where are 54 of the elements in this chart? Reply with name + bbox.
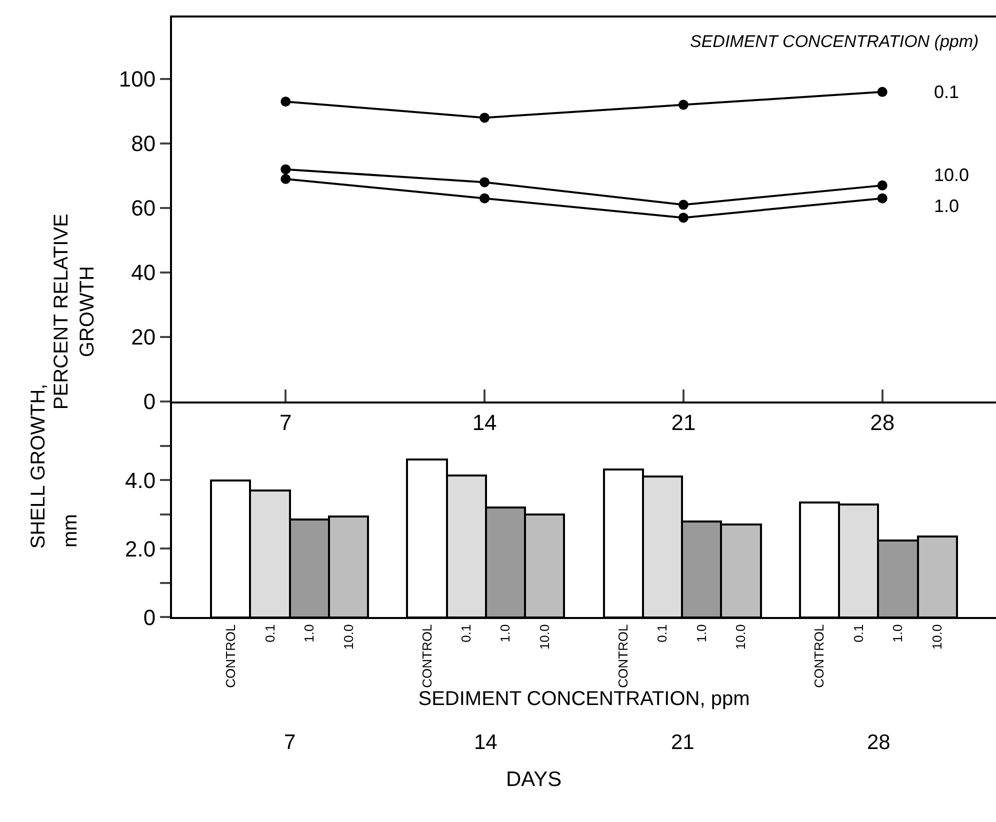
x-tick-label: 1.0 — [694, 624, 709, 642]
y-axis-title: PERCENT RELATIVE GROWTH — [50, 214, 98, 410]
y-tick-label: 80 — [131, 131, 156, 156]
text: 14 — [474, 731, 498, 754]
x-tick-label: 1.0 — [498, 624, 513, 642]
point — [480, 193, 490, 204]
x-tick-label: 10.0 — [340, 624, 356, 650]
point — [480, 177, 490, 188]
point — [280, 174, 291, 184]
x-tick-label: 28 — [870, 410, 895, 435]
x-tick-label: CONTROL — [419, 624, 434, 688]
text: SHELL GROWTH, — [27, 384, 50, 549]
point — [280, 96, 291, 107]
x-tick-label: CONTROL — [615, 624, 630, 688]
legend-title: SEDIMENT CONCENTRATION (ppm) — [690, 32, 979, 51]
point — [877, 180, 888, 190]
point — [678, 212, 688, 223]
x-tick-label: 1.0 — [302, 624, 317, 642]
x-tick-label: 0.1 — [458, 624, 474, 642]
y-tick-label: 40 — [131, 260, 156, 286]
point — [678, 100, 688, 110]
y-tick-label: 4.0 — [125, 468, 156, 493]
x-tick-label: 10.0 — [733, 624, 748, 650]
text: 0.1 — [934, 82, 960, 102]
x-tick-label: CONTROL — [223, 624, 238, 688]
point — [877, 193, 888, 204]
text: 1.0 — [934, 196, 960, 216]
x-axis-title: SEDIMENT CONCENTRATION, ppm — [418, 688, 750, 710]
text: DAYS — [506, 768, 562, 791]
x-tick-label: 1.0 — [890, 624, 906, 642]
y-tick-label: 0 — [143, 389, 156, 414]
x-tick-label: 0.1 — [262, 624, 278, 642]
x-tick-label: CONTROL — [812, 624, 827, 688]
text: 7 — [284, 731, 296, 754]
y-tick-label: 0 — [143, 604, 156, 630]
point — [280, 164, 291, 174]
text: 21 — [671, 731, 694, 754]
point — [480, 112, 490, 123]
y-tick-label: 60 — [131, 196, 156, 221]
text: 10.0 — [934, 165, 970, 185]
x-tick-label: 0.1 — [850, 624, 866, 642]
x-tick-label: 0.1 — [654, 624, 670, 642]
x-tick-label: 14 — [472, 410, 497, 435]
x-tick-label: 7 — [280, 410, 292, 435]
y-tick-label: 2.0 — [125, 536, 156, 562]
x-tick-label: 10.0 — [536, 624, 552, 650]
y-tick-label: 20 — [131, 324, 156, 350]
x-tick-label: 10.0 — [929, 624, 944, 650]
point — [877, 86, 888, 97]
y-tick-label: 100 — [118, 66, 156, 92]
text: 28 — [867, 731, 890, 754]
point — [678, 200, 688, 210]
x-tick-label: 21 — [671, 410, 696, 435]
y-axis-title: mm — [60, 514, 82, 548]
